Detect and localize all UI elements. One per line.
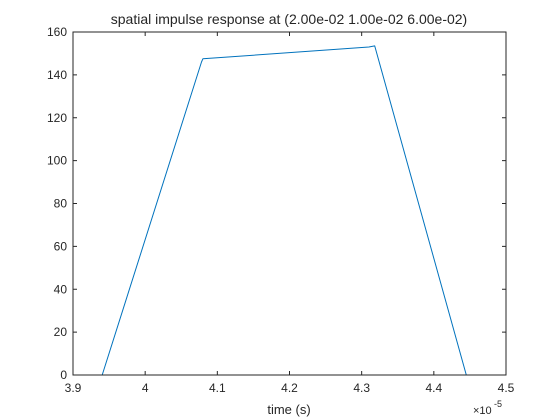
plot-area xyxy=(101,45,467,376)
y-tick-label: 40 xyxy=(54,282,68,296)
x-tick-label: 3.9 xyxy=(65,381,82,395)
axes: 3.9 4 4.1 4.2 4.3 4.4 4.5 0 20 40 60 80 100 120 140 160 xyxy=(47,25,515,395)
y-tick-label: 100 xyxy=(47,154,67,168)
x-tick-label: 4.4 xyxy=(425,381,442,395)
y-tick-label: 140 xyxy=(47,68,67,82)
y-tick-label: 120 xyxy=(47,111,67,125)
x-tick-label: 4.2 xyxy=(281,381,298,395)
chart-title: spatial impulse response at (2.00e-02 1.… xyxy=(111,11,467,27)
y-tick-label: 160 xyxy=(47,25,67,39)
x-exponent-label: ×10 -5 xyxy=(473,399,502,417)
y-tick-label: 60 xyxy=(54,239,68,253)
axes-box xyxy=(72,31,507,376)
y-tick-label: 20 xyxy=(54,325,68,339)
x-axis-label: time (s) xyxy=(267,402,310,417)
x-exponent-base: ×10 xyxy=(473,405,492,417)
y-tick-label: 80 xyxy=(54,197,68,211)
series-line xyxy=(101,45,467,376)
y-tick-label: 0 xyxy=(60,368,67,382)
x-tick-label: 4.1 xyxy=(209,381,226,395)
x-tick-label: 4.3 xyxy=(353,381,370,395)
x-tick-label: 4 xyxy=(142,381,149,395)
x-exponent-power: -5 xyxy=(494,399,502,409)
x-tick-label: 4.5 xyxy=(498,381,515,395)
